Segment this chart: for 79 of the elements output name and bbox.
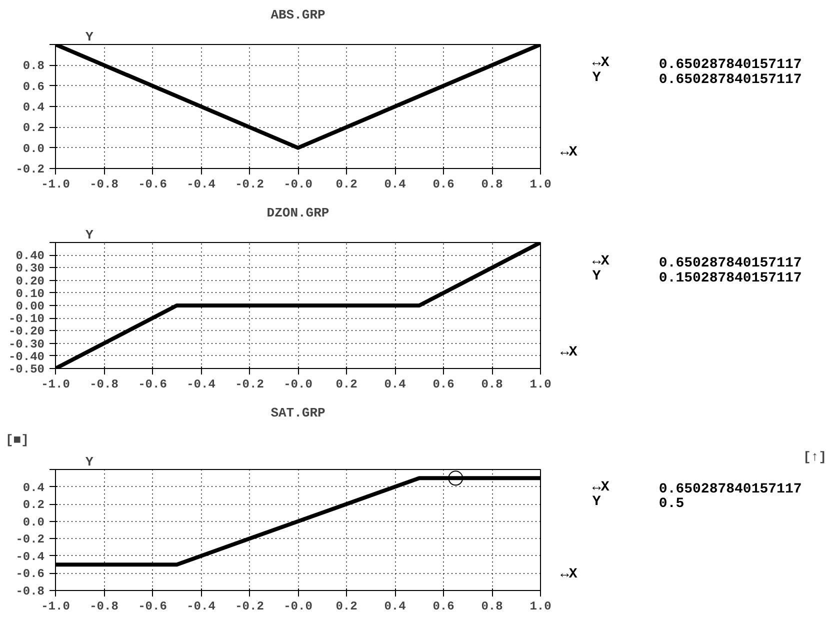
y-tick-label: -0.8 xyxy=(16,584,45,598)
text: [↑] xyxy=(803,450,826,464)
y-tick-label: -0.2 xyxy=(16,162,45,176)
y-tick-label: 0.6 xyxy=(22,80,45,94)
x-tick-label: -0.4 xyxy=(186,178,216,192)
x-tick-label: -0.6 xyxy=(138,600,167,614)
x-axis-title: ↔X xyxy=(560,566,578,582)
text: ↔X xyxy=(592,253,610,270)
y-tick-label: 0.10 xyxy=(16,286,45,301)
x-tick-label: 0.8 xyxy=(481,378,503,392)
x-tick-label: -0.4 xyxy=(186,600,216,614)
y-tick-label: -0.4 xyxy=(16,550,45,564)
x-tick-label: -0.2 xyxy=(235,178,264,192)
text: ↔X xyxy=(592,55,610,72)
text: 0.650287840157117 xyxy=(658,72,802,88)
x-tick-label: 0.8 xyxy=(481,600,503,614)
x-tick-label: -0.6 xyxy=(138,178,167,192)
x-tick-label: 1.0 xyxy=(530,178,552,192)
x-tick-label: 0.6 xyxy=(432,178,454,192)
x-tick-label: -0.0 xyxy=(284,378,312,392)
text: [■] xyxy=(6,432,29,448)
y-tick-label: 0.0 xyxy=(22,515,45,530)
x-tick-label: -0.2 xyxy=(235,378,264,392)
x-tick-label: -1.0 xyxy=(41,378,70,392)
x-tick-label: -0.8 xyxy=(90,600,118,614)
y-axis-title: Y xyxy=(86,454,94,470)
x-tick-label: 0.4 xyxy=(384,178,406,192)
text: Y xyxy=(592,268,602,285)
y-tick-label: 0.20 xyxy=(16,274,45,288)
y-tick-label: -0.20 xyxy=(8,324,45,339)
y-tick-label: 0.2 xyxy=(22,121,45,136)
y-tick-label: -0.10 xyxy=(8,312,45,326)
x-tick-label: 1.0 xyxy=(530,378,552,392)
x-tick-label: 0.6 xyxy=(432,378,454,392)
text: 0.150287840157117 xyxy=(658,270,802,287)
y-tick-label: 0.0 xyxy=(22,142,45,156)
text: Y xyxy=(592,70,602,86)
y-tick-label: 0.40 xyxy=(16,249,45,264)
y-tick-label: 0.00 xyxy=(16,300,45,314)
x-tick-label: -0.0 xyxy=(284,600,312,614)
chart-title: DZON.GRP xyxy=(266,206,330,220)
x-tick-label: 0.2 xyxy=(336,378,358,392)
x-tick-label: 0.6 xyxy=(432,600,454,614)
y-tick-label: 0.8 xyxy=(22,59,45,74)
y-tick-label: -0.6 xyxy=(16,567,45,582)
y-tick-label: 0.4 xyxy=(22,100,45,114)
x-axis-title: ↔X xyxy=(560,144,578,160)
text: ↔X xyxy=(592,480,610,496)
x-tick-label: 0.8 xyxy=(481,178,503,192)
y-tick-label: -0.40 xyxy=(8,350,45,364)
y-axis-title: Y xyxy=(86,30,94,44)
y-tick-label: -0.50 xyxy=(8,362,45,376)
x-tick-label: -1.0 xyxy=(41,178,70,192)
text: 0.5 xyxy=(658,496,684,512)
x-tick-label: 0.4 xyxy=(384,600,406,614)
x-tick-label: -0.8 xyxy=(90,178,118,192)
chart-title: SAT.GRP xyxy=(270,406,326,420)
x-tick-label: -1.0 xyxy=(41,600,70,614)
y-tick-label: 0.30 xyxy=(16,262,45,276)
chart-title: ABS.GRP xyxy=(270,8,326,22)
x-tick-label: -0.4 xyxy=(186,378,216,392)
x-tick-label: -0.2 xyxy=(235,600,264,614)
text: 0.650287840157117 xyxy=(658,482,802,498)
x-tick-label: 0.2 xyxy=(336,600,358,614)
y-axis-title: Y xyxy=(86,228,94,242)
x-tick-label: -0.0 xyxy=(284,178,312,192)
x-axis-title: ↔X xyxy=(560,344,578,360)
x-tick-label: 0.2 xyxy=(336,178,358,192)
x-tick-label: 0.4 xyxy=(384,378,406,392)
y-tick-label: -0.2 xyxy=(16,532,45,547)
text: Y xyxy=(592,494,602,510)
text: 0.650287840157117 xyxy=(658,57,802,74)
text: 0.650287840157117 xyxy=(658,255,802,272)
y-tick-label: 0.4 xyxy=(22,480,45,495)
x-tick-label: -0.8 xyxy=(90,378,118,392)
x-tick-label: -0.6 xyxy=(138,378,167,392)
y-tick-label: 0.2 xyxy=(22,498,45,512)
y-tick-label: -0.30 xyxy=(8,337,45,352)
x-tick-label: 1.0 xyxy=(530,600,552,614)
